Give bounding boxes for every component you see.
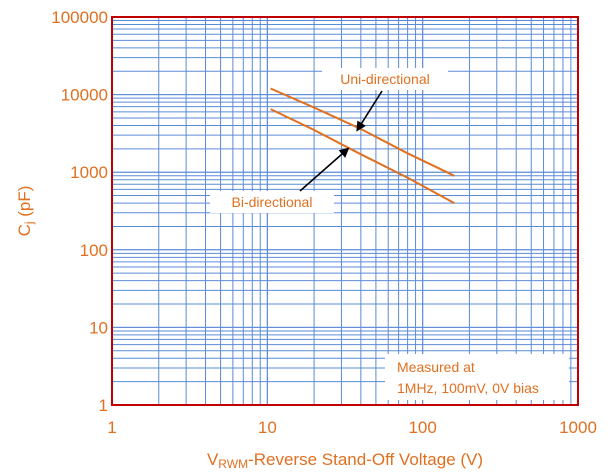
annotation-uni-directional: Uni-directional xyxy=(322,68,448,132)
x-tick-label: 100 xyxy=(408,418,436,437)
measurement-note-line: 1MHz, 100mV, 0V bias xyxy=(397,380,539,396)
x-axis-label: VRWM-Reverse Stand-Off Voltage (V) xyxy=(207,450,483,471)
bi-directional-arrow xyxy=(299,147,350,192)
y-tick-label: 100 xyxy=(80,241,108,260)
measurement-note: Measured at 1MHz, 100mV, 0V bias xyxy=(385,354,569,400)
x-tick-label: 10 xyxy=(258,418,277,437)
series-line-uni-directional xyxy=(270,87,455,177)
curves xyxy=(270,87,455,204)
uni-directional-arrow xyxy=(356,90,383,132)
bi-directional-label-background xyxy=(210,191,334,213)
x-axis-label-sub: RWM xyxy=(218,457,248,471)
x-tick-label: 1000 xyxy=(559,418,597,437)
bi-directional-label: Bi-directional xyxy=(232,194,313,210)
y-tick-label: 1000 xyxy=(70,163,108,182)
uni-directional-label-background xyxy=(322,68,448,90)
tick-labels: 1 10 100 1000 1 10 100 1000 10000 100000 xyxy=(51,8,597,437)
y-axis-label-rest: (pF) xyxy=(15,186,34,222)
plot-frame xyxy=(111,16,579,406)
x-axis-label-main: V xyxy=(207,450,219,469)
y-axis-label-sub: j xyxy=(22,221,36,225)
uni-directional-label: Uni-directional xyxy=(340,71,429,87)
y-tick-label: 100000 xyxy=(51,8,108,27)
y-tick-label: 1 xyxy=(99,396,108,415)
x-tick-label: 1 xyxy=(107,418,116,437)
series-line-bi-directional xyxy=(270,108,455,204)
y-tick-label: 10000 xyxy=(61,86,108,105)
measurement-note-line: Measured at xyxy=(397,359,475,375)
y-axis-label: Cj (pF) xyxy=(15,186,36,237)
measurement-note-background xyxy=(385,354,569,400)
annotation-bi-directional: Bi-directional xyxy=(210,147,350,213)
y-axis-label-main: C xyxy=(15,224,34,236)
x-axis-label-rest: -Reverse Stand-Off Voltage (V) xyxy=(248,450,483,469)
y-tick-label: 10 xyxy=(89,318,108,337)
